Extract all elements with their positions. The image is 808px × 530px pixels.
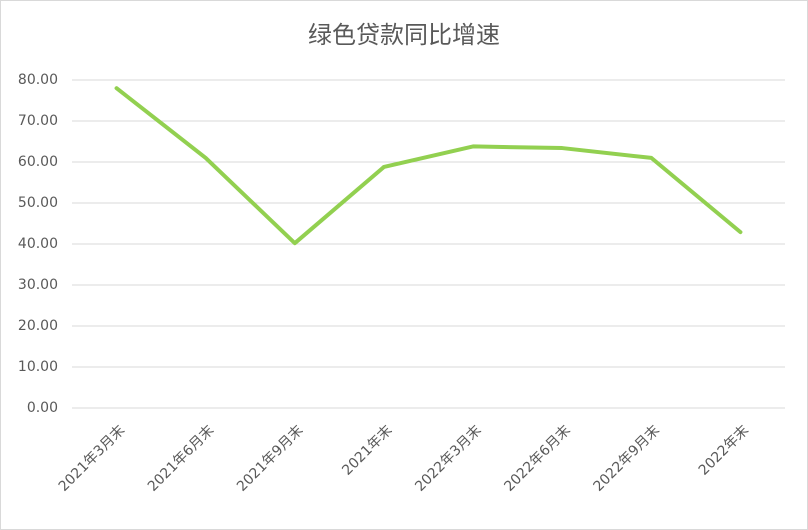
- y-tick-label: 50.00: [18, 195, 58, 211]
- y-tick-label: 10.00: [18, 359, 58, 375]
- y-tick-label: 40.00: [18, 236, 58, 252]
- y-tick-label: 70.00: [18, 113, 58, 129]
- y-tick-label: 30.00: [18, 277, 58, 293]
- data-line: [114, 86, 743, 246]
- y-tick-label: 20.00: [18, 318, 58, 334]
- y-tick-label: 60.00: [18, 154, 58, 170]
- chart-title: 绿色贷款同比增速: [308, 21, 500, 49]
- y-tick-label: 0.00: [27, 400, 58, 416]
- y-tick-label: 80.00: [18, 72, 58, 88]
